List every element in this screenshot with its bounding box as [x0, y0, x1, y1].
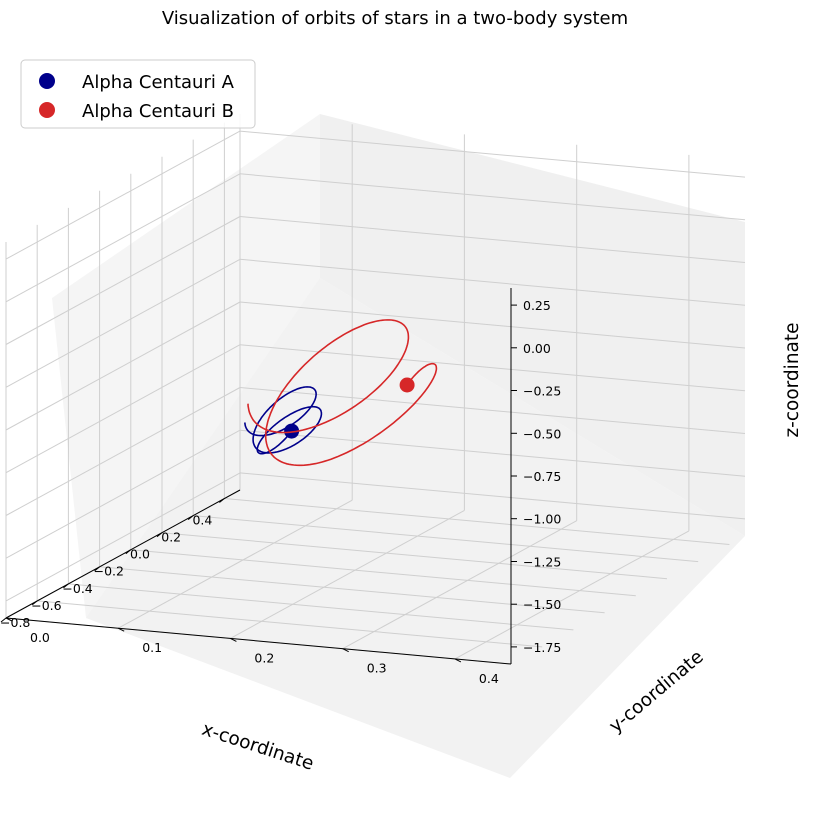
z-grid-back-5: [239, 344, 746, 392]
x-axis-line: [5, 489, 241, 619]
x-tick-mark-6: [187, 515, 194, 520]
z-tick-label-8: −1.75: [523, 640, 561, 655]
x-tick-mark-2: [63, 583, 69, 589]
x-tick-mark-1: [31, 600, 38, 606]
legend: Alpha Centauri A Alpha Centauri B: [20, 59, 256, 129]
z-grid-left-3: [5, 258, 241, 388]
z-tick-label-4: −0.75: [523, 469, 561, 484]
z-grid-back-8: [239, 472, 746, 520]
z-grid-back-6: [239, 387, 746, 434]
x-tick-label-7: 0.4: [192, 513, 212, 528]
z-grid-back-4: [239, 301, 746, 349]
x-tick-label-1: −0.8: [0, 615, 30, 630]
chart-title: Visualization of orbits of stars in a tw…: [162, 8, 628, 29]
x-grid-floor-6: [193, 515, 699, 563]
y-tick-label-0: 0.0: [30, 630, 50, 645]
x-tick-label-2: −0.6: [31, 598, 61, 613]
z-grid-back-0: [239, 130, 746, 178]
z-tick-label-0: 0.25: [523, 298, 551, 313]
y-grid-floor-2: [230, 509, 465, 639]
z-grid-back-2: [239, 216, 746, 263]
z-grid-back-7: [239, 429, 746, 477]
z-grid-left-0: [5, 130, 241, 260]
z-grid-left-8: [5, 472, 241, 602]
x-grid-floor-3: [99, 566, 605, 614]
legend-label-alpha-centauri-a: Alpha Centauri A: [82, 72, 235, 93]
legend-marker-alpha-centauri-a: [39, 73, 55, 89]
z-tick-label-1: 0.00: [523, 341, 551, 356]
y-tick-label-4: 0.4: [479, 671, 499, 686]
x-tick-label-6: 0.2: [161, 530, 181, 545]
y-axis-line: [5, 617, 512, 665]
legend-box: [20, 59, 256, 129]
z-grid-left-6: [5, 387, 241, 516]
y-grid-floor-4: [454, 530, 690, 660]
back-pane: [320, 114, 745, 536]
y-tick-label-2: 0.2: [254, 650, 274, 665]
z-grid-back-1: [239, 173, 746, 221]
y-tick-mark-3: [342, 648, 349, 653]
left-pane: [52, 114, 320, 618]
z-tick-label-7: −1.50: [523, 597, 561, 612]
x-grid-floor-2: [68, 583, 574, 631]
x-grid-floor-5: [161, 532, 668, 580]
legend-marker-alpha-centauri-b: [39, 102, 55, 118]
y-tick-mark-1: [117, 627, 125, 632]
x-tick-mark-3: [94, 566, 100, 572]
x-tick-mark-0: [0, 617, 7, 623]
z-grid-left-5: [5, 344, 241, 474]
y-grid-floor-3: [342, 520, 577, 650]
x-grid-floor-7: [224, 498, 730, 545]
z-grid-left-7: [5, 429, 241, 559]
x-tick-mark-4: [125, 549, 132, 555]
legend-label-alpha-centauri-b: Alpha Centauri B: [82, 101, 234, 122]
y-tick-mark-0: [5, 617, 13, 622]
z-tick-label-5: −1.00: [523, 512, 561, 527]
orbit-line-alpha-centauri-a: [244, 386, 323, 455]
x-tick-label-4: −0.2: [94, 564, 124, 579]
z-grid-left-2: [5, 216, 241, 345]
y-tick-label-1: 0.1: [142, 640, 162, 655]
z-tick-label-3: −0.50: [523, 426, 561, 441]
z-tick-label-6: −1.25: [523, 555, 561, 570]
y-tick-mark-4: [454, 658, 462, 663]
z-tick-label-2: −0.25: [523, 384, 561, 399]
ticks: −1.0−0.8−0.6−0.4−0.20.00.20.40.00.10.20.…: [0, 298, 561, 686]
x-tick-label-3: −0.4: [62, 581, 92, 596]
x-grid-floor-1: [37, 600, 543, 648]
z-axis-label: z-coordinate: [782, 322, 803, 437]
x-grid-floor-4: [130, 549, 636, 597]
y-tick-mark-2: [230, 637, 237, 642]
z-grid-left-1: [5, 173, 241, 303]
star-marker-alpha-centauri-b: [399, 377, 415, 393]
star-marker-alpha-centauri-a: [284, 423, 300, 439]
orbit-line-alpha-centauri-b: [247, 319, 438, 467]
series: [244, 319, 438, 467]
floor-pane: [86, 278, 745, 778]
z-grid-back-3: [239, 258, 746, 306]
x-tick-label-5: 0.0: [130, 547, 150, 562]
y-tick-label-3: 0.3: [367, 661, 387, 676]
x-tick-mark-7: [219, 498, 225, 503]
z-grid-left-4: [5, 301, 241, 431]
y-grid-floor-1: [117, 499, 353, 629]
x-tick-mark-5: [156, 532, 163, 538]
